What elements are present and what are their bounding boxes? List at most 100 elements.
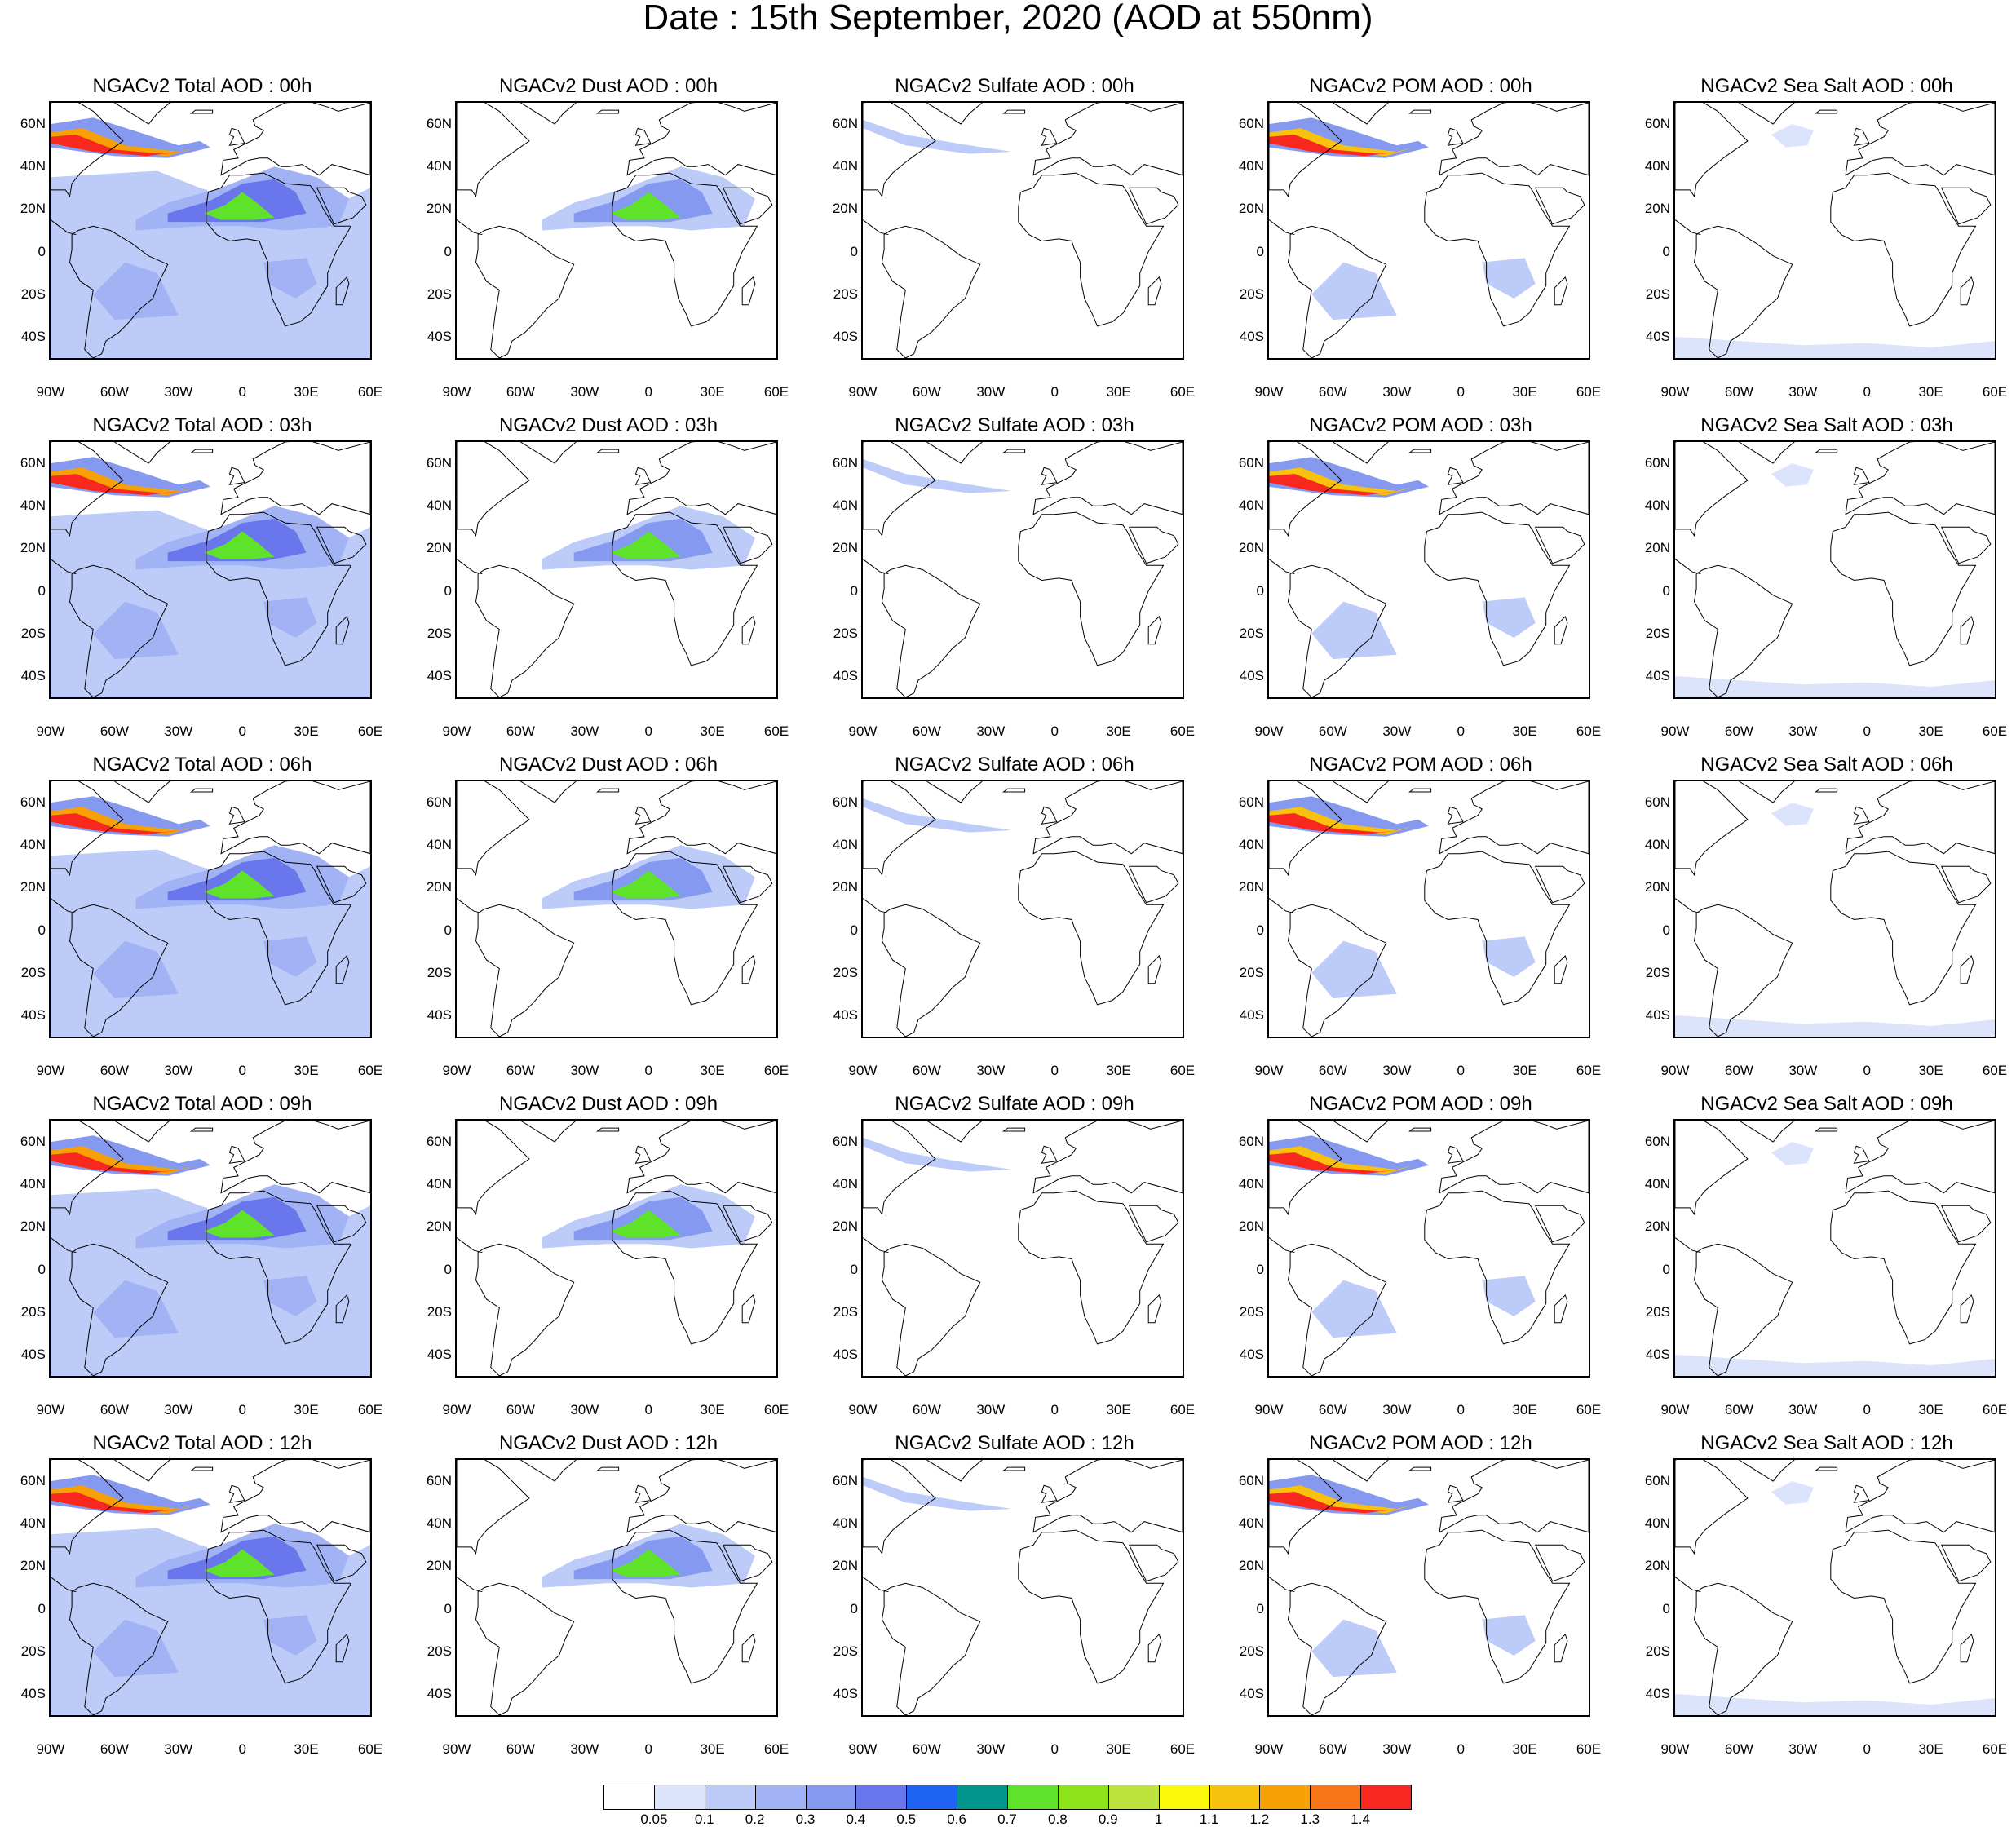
- aod-field: [863, 1137, 1012, 1172]
- lat-tick-label: 40N: [426, 837, 452, 853]
- aod-field: [1269, 807, 1414, 835]
- coastline: [51, 1121, 124, 1216]
- lat-tick-label: 0: [38, 922, 46, 938]
- coastline: [520, 1460, 577, 1482]
- coastline: [457, 442, 530, 537]
- lat-tick-label: 40S: [427, 1685, 452, 1701]
- coastline: [863, 781, 936, 877]
- coastline: [1424, 172, 1571, 327]
- map-panel: NGACv2 POM AOD : 09h 60N 40N 20N 0 20S 40S 90W 6…: [1218, 1093, 1623, 1419]
- coastline: [612, 1529, 758, 1684]
- coastline: [1675, 781, 1749, 877]
- lon-tick-label: 60W: [506, 723, 535, 739]
- lon-tick-label: 60E: [1576, 723, 1602, 739]
- legend-swatch: [1158, 1785, 1210, 1810]
- legend-swatch: [906, 1785, 958, 1810]
- coastline: [520, 781, 577, 803]
- coastline: [1128, 187, 1179, 225]
- coastline: [634, 1145, 652, 1164]
- panel-title: NGACv2 Dust AOD : 12h: [498, 1432, 718, 1454]
- lat-tick-label: 40S: [20, 1346, 46, 1362]
- aod-field: [51, 467, 196, 496]
- aod-field: [51, 336, 370, 358]
- lat-tick-label: 20S: [1239, 285, 1264, 302]
- coastline: [926, 781, 983, 803]
- map-frame: [1673, 1458, 1996, 1717]
- lat-tick-label: 20N: [1644, 201, 1670, 217]
- lat-tick-label: 40S: [1239, 328, 1264, 344]
- lon-tick-label: 30W: [1382, 723, 1412, 739]
- coastline: [722, 187, 773, 225]
- lat-tick-label: 40N: [832, 1176, 858, 1192]
- map-frame: [861, 440, 1184, 699]
- lat-tick-label: 20S: [833, 964, 858, 980]
- lon-tick-label: 0: [1050, 1063, 1059, 1078]
- lon-tick-label: 60W: [1318, 1063, 1347, 1078]
- coastline: [228, 806, 245, 825]
- map-panel: NGACv2 Sea Salt AOD : 09h 60N 40N 20N 0 20S 40…: [1625, 1093, 2016, 1419]
- panel-title: NGACv2 Dust AOD : 03h: [498, 414, 718, 436]
- aod-field: [51, 1485, 196, 1514]
- aod-map: [863, 781, 1183, 1037]
- coastline: [626, 1460, 776, 1533]
- coastline: [1018, 1190, 1165, 1345]
- lat-tick-label: 20S: [20, 285, 46, 302]
- aod-field: [863, 119, 1012, 154]
- lat-tick-label: 20S: [1645, 285, 1670, 302]
- aod-field: [1269, 1146, 1414, 1174]
- lat-tick-label: 20S: [427, 625, 452, 641]
- lon-tick-label: 60W: [99, 384, 129, 400]
- map-panel: NGACv2 Total AOD : 12h 60N 40N 20N 0 20S 40S 90…: [0, 1432, 405, 1758]
- map-panel: NGACv2 Sea Salt AOD : 06h 60N 40N 20N 0 20S 40…: [1625, 754, 2016, 1080]
- coastline: [1128, 1544, 1179, 1582]
- lat-tick-label: 40N: [1238, 498, 1264, 514]
- legend-label: 0.9: [1098, 1811, 1118, 1827]
- lon-tick-label: 90W: [1660, 1063, 1690, 1078]
- aod-map: [863, 1121, 1183, 1376]
- coastline: [626, 103, 776, 176]
- aod-field: [263, 597, 317, 638]
- aod-field: [1269, 467, 1414, 496]
- map-panel: NGACv2 Sea Salt AOD : 00h 60N 40N 20N 0 20S 40…: [1625, 75, 2016, 401]
- lon-tick-label: 60W: [1724, 723, 1753, 739]
- coastline: [1693, 1243, 1793, 1376]
- lat-tick-label: 40S: [20, 1685, 46, 1701]
- aod-field: [204, 192, 275, 220]
- aod-field: [1311, 1280, 1397, 1338]
- coastline: [51, 1460, 124, 1555]
- lat-tick-label: 60N: [20, 1134, 46, 1150]
- aod-field: [204, 531, 275, 559]
- panel-title: NGACv2 Total AOD : 06h: [92, 754, 312, 776]
- panel-title: NGACv2 Total AOD : 09h: [92, 1093, 312, 1115]
- coastline: [1041, 1484, 1058, 1503]
- map-panel: NGACv2 Sea Salt AOD : 12h 60N 40N 20N 0 20S 40…: [1625, 1432, 2016, 1758]
- lat-tick-label: 40S: [427, 328, 452, 344]
- aod-field: [1269, 1492, 1401, 1514]
- coastline: [1960, 615, 1974, 645]
- lon-tick-label: 30W: [570, 1402, 599, 1417]
- lat-tick-label: 0: [1256, 582, 1264, 599]
- coastline: [51, 898, 77, 914]
- coastline: [335, 615, 350, 645]
- coastline: [1739, 442, 1795, 464]
- coastline: [1002, 109, 1026, 114]
- legend-swatch: [957, 1785, 1008, 1810]
- coastline: [69, 1582, 169, 1715]
- lat-tick-label: 20S: [833, 1303, 858, 1320]
- panel-title: NGACv2 POM AOD : 09h: [1309, 1093, 1532, 1115]
- lon-tick-label: 30E: [700, 1402, 725, 1417]
- lon-tick-label: 30E: [1106, 384, 1131, 400]
- aod-map: [1269, 103, 1589, 358]
- panel-title: NGACv2 Dust AOD : 09h: [498, 1093, 718, 1115]
- map-frame: [1267, 1119, 1590, 1378]
- lon-tick-label: 30W: [164, 1741, 193, 1757]
- lat-tick-label: 60N: [1644, 794, 1670, 811]
- lon-tick-label: 60E: [763, 1063, 789, 1078]
- lon-tick-label: 90W: [442, 1402, 471, 1417]
- coastline: [1447, 806, 1464, 825]
- lat-tick-label: 0: [1662, 1600, 1670, 1616]
- panel-title: NGACv2 POM AOD : 06h: [1309, 754, 1532, 776]
- lat-tick-label: 0: [444, 1261, 452, 1277]
- lat-tick-label: 40S: [833, 328, 858, 344]
- lat-tick-label: 60N: [20, 455, 46, 471]
